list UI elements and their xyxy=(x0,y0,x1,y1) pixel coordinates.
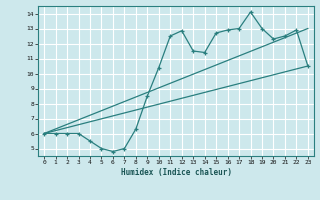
X-axis label: Humidex (Indice chaleur): Humidex (Indice chaleur) xyxy=(121,168,231,177)
